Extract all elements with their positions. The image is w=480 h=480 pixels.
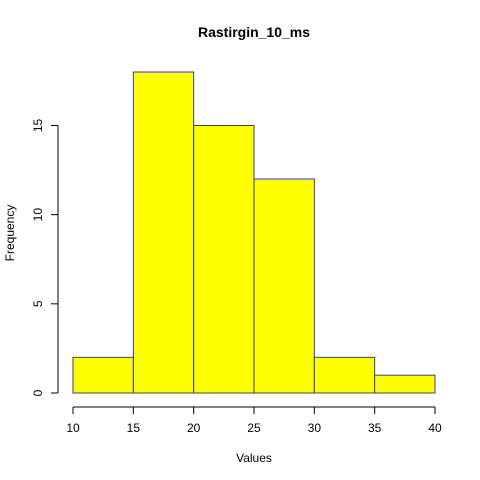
x-tick-label: 25 — [247, 421, 261, 435]
histogram-bar-10-15 — [72, 356, 134, 394]
x-tick-label: 40 — [428, 421, 442, 435]
histogram-bar-25-30 — [253, 178, 315, 394]
y-axis-label: Frequency — [3, 205, 17, 262]
histogram-bar-20-25 — [193, 125, 255, 394]
x-tick-label: 15 — [127, 421, 141, 435]
y-tick-label: 10 — [31, 208, 45, 222]
y-tick-label: 5 — [31, 300, 45, 307]
x-tick-label: 10 — [66, 421, 80, 435]
x-axis-label: Values — [236, 451, 272, 465]
y-tick-label: 15 — [31, 119, 45, 133]
x-tick-label: 30 — [308, 421, 322, 435]
x-axis: 10 15 20 25 30 35 40 — [66, 406, 442, 435]
histogram-bar-30-35 — [313, 356, 376, 394]
bars-group — [72, 71, 436, 394]
histogram-bar-35-40 — [374, 374, 436, 394]
x-tick-label: 20 — [187, 421, 201, 435]
y-axis: 0 5 10 15 — [31, 119, 59, 396]
x-tick-label: 35 — [368, 421, 382, 435]
y-tick-label: 0 — [31, 389, 45, 396]
histogram-bar-15-20 — [132, 71, 195, 394]
chart-title: Rastirgin_10_ms — [198, 24, 310, 40]
